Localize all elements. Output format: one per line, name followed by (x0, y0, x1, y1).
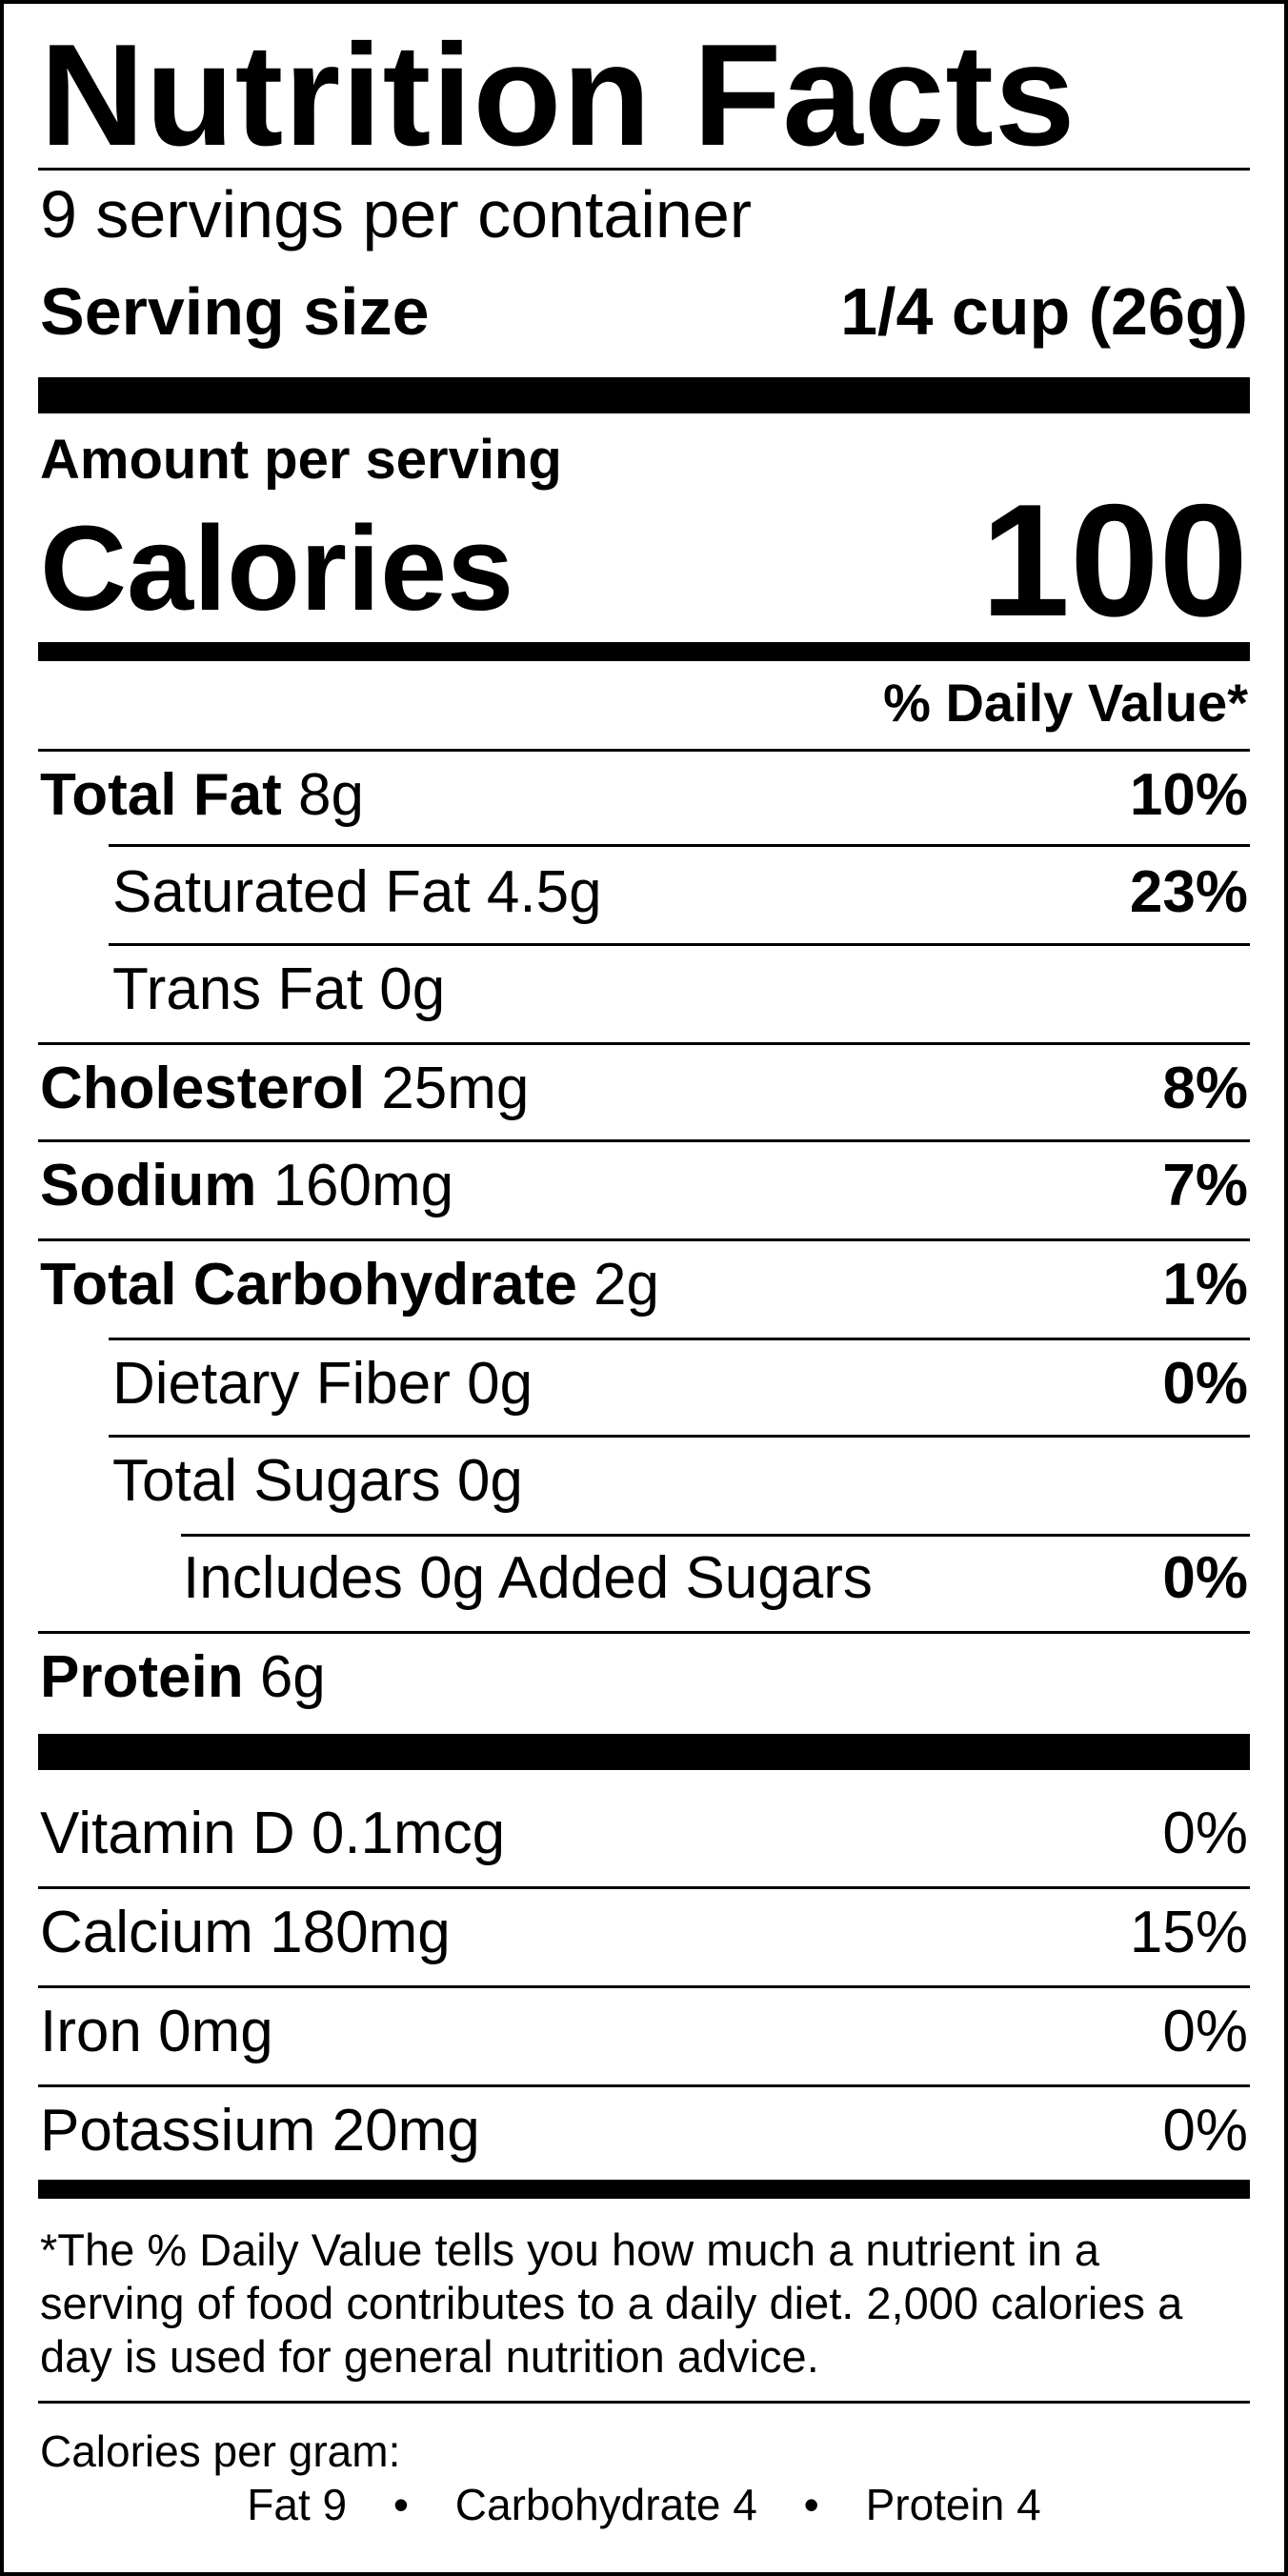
nutrient-amount: 160mg (272, 1153, 454, 1218)
amount-per-serving: Amount per serving (40, 429, 562, 491)
nutrient-amount: 0g (467, 1351, 533, 1417)
nutrient-amount: 4.5g (486, 859, 602, 925)
vitamin-dv: 0% (1162, 1999, 1248, 2064)
nutrient-dv: 0% (1162, 1545, 1248, 1611)
nutrient-dv: 23% (1129, 859, 1248, 925)
nutrient-name: Cholesterol (40, 1056, 366, 1121)
vitamin-row-potassium: Potassium 20mg (40, 2098, 480, 2163)
vitamin-dv: 0% (1162, 2098, 1248, 2163)
nutrient-name: Total Sugars (112, 1448, 441, 1514)
nutrient-amount: 0g (456, 1448, 523, 1514)
serving-size-label: Serving size (40, 274, 430, 349)
vitamin-row-calcium: Calcium 180mg (40, 1900, 451, 1965)
vitamin-row-vitamin-d: Vitamin D 0.1mcg (40, 1801, 506, 1866)
divider (38, 1631, 1250, 1634)
vitamin-row-iron: Iron 0mg (40, 1999, 273, 2064)
divider (38, 1139, 1250, 1142)
divider (109, 1435, 1250, 1438)
divider (181, 1534, 1250, 1537)
nutrient-amount: 8g (297, 762, 364, 828)
bullet-separator: • (803, 2480, 819, 2529)
nutrient-saturated-fat: Saturated Fat 4.5g (112, 863, 602, 922)
divider-thick (38, 377, 1250, 413)
divider (109, 943, 1250, 946)
nutrient-dv: 7% (1162, 1153, 1248, 1218)
divider (38, 1886, 1250, 1889)
calories-label: Calories (40, 501, 514, 635)
nutrient-total-carbohydrate: Total Carbohydrate 2g (40, 1256, 659, 1315)
serving-size-value: 1/4 cup (26g) (840, 274, 1248, 349)
fat-calories-per-gram: Fat 9 (247, 2480, 348, 2529)
nutrient-amount: 0g (379, 956, 446, 1022)
nutrient-dv: 0% (1162, 1351, 1248, 1417)
calories-value: 100 (980, 471, 1248, 650)
daily-value-header: % Daily Value* (883, 673, 1248, 733)
divider (109, 844, 1250, 847)
nutrient-name: Total Fat (40, 762, 282, 828)
nutrient-name: Dietary Fiber (112, 1351, 451, 1417)
nutrient-dv: 1% (1162, 1252, 1248, 1318)
nutrient-dietary-fiber: Dietary Fiber 0g (112, 1355, 533, 1414)
nutrient-name: Protein (40, 1644, 244, 1710)
nutrient-name: Total Carbohydrate (40, 1252, 577, 1318)
nutrient-protein: Protein 6g (40, 1648, 326, 1707)
servings-per-container: 9 servings per container (40, 177, 753, 252)
nutrient-trans-fat: Trans Fat 0g (112, 960, 445, 1019)
divider (38, 168, 1250, 171)
nutrient-name: Trans Fat (112, 956, 363, 1022)
divider-medium (38, 2180, 1250, 2199)
divider (38, 1238, 1250, 1241)
nutrient-sodium: Sodium 160mg (40, 1157, 453, 1216)
divider (38, 2084, 1250, 2087)
nutrient-name: Includes 0g Added Sugars (183, 1545, 873, 1611)
vitamin-dv: 0% (1162, 1801, 1248, 1866)
bullet-separator: • (392, 2480, 410, 2529)
divider (38, 749, 1250, 752)
daily-value-footnote: *The % Daily Value tells you how much a … (40, 2224, 1183, 2382)
nutrient-cholesterol: Cholesterol 25mg (40, 1059, 529, 1118)
nutrient-name: Saturated Fat (112, 859, 471, 925)
nutrient-amount: 25mg (381, 1056, 530, 1121)
divider-thick (38, 1734, 1250, 1770)
label-title: Nutrition Facts (40, 14, 1077, 176)
nutrient-total-sugars: Total Sugars 0g (112, 1452, 523, 1511)
divider-medium (38, 642, 1250, 661)
nutrient-name: Sodium (40, 1153, 257, 1218)
vitamin-dv: 15% (1129, 1900, 1248, 1965)
nutrient-total-fat: Total Fat 8g (40, 766, 364, 825)
protein-calories-per-gram: Protein 4 (865, 2480, 1041, 2529)
nutrient-amount: 6g (259, 1644, 326, 1710)
carbohydrate-calories-per-gram: Carbohydrate 4 (454, 2480, 757, 2529)
calories-per-gram-values: Fat 9 • Carbohydrate 4 • Protein 4 (4, 2483, 1284, 2526)
nutrient-added-sugars: Includes 0g Added Sugars (183, 1549, 873, 1608)
nutrient-dv: 8% (1162, 1056, 1248, 1121)
divider (38, 1042, 1250, 1045)
nutrient-amount: 2g (594, 1252, 660, 1318)
divider (109, 1338, 1250, 1340)
divider (38, 2401, 1250, 2404)
nutrient-dv: 10% (1129, 762, 1248, 828)
calories-per-gram-label: Calories per gram: (40, 2426, 401, 2476)
divider (38, 1985, 1250, 1988)
